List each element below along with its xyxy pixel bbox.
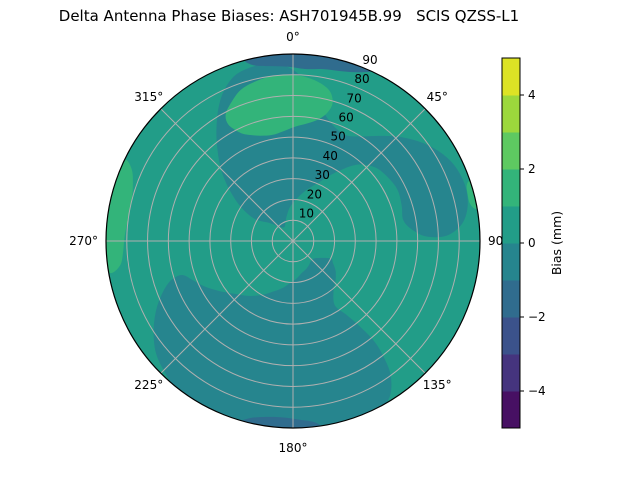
colorbar-band bbox=[502, 169, 520, 207]
angular-tick-label: 90 bbox=[488, 234, 503, 248]
angular-tick-label: 180° bbox=[279, 441, 308, 455]
radial-tick-label: 50 bbox=[331, 130, 346, 144]
polar-axes-border bbox=[105, 53, 481, 429]
colorbar-band bbox=[502, 280, 520, 318]
polar-grid-spoke bbox=[292, 240, 426, 374]
colorbar-tick-label: −2 bbox=[528, 310, 546, 324]
contour-region-west-rim-high bbox=[106, 158, 133, 274]
polar-grid-spoke bbox=[292, 108, 426, 242]
colorbar-tick-label: 4 bbox=[528, 88, 536, 102]
radial-tick-label: 60 bbox=[339, 111, 354, 125]
angular-tick-label: 0° bbox=[286, 30, 300, 44]
polar-grid-spoke bbox=[160, 108, 294, 242]
colorbar: −4 −2 0 2 4 Bias (mm) bbox=[501, 57, 564, 429]
angular-tick-label: 270° bbox=[69, 234, 98, 248]
angular-tick-label: 45° bbox=[427, 90, 448, 104]
colorbar-axis-label: Bias (mm) bbox=[549, 211, 564, 275]
angular-tick-label: 225° bbox=[134, 378, 163, 392]
radial-tick-label: 70 bbox=[346, 91, 361, 105]
radial-tick-label: 80 bbox=[354, 72, 369, 86]
angular-tick-labels: 0° 45° 90 135° 180° 225° 270° 315° bbox=[69, 30, 503, 455]
radial-tick-label: 40 bbox=[323, 149, 338, 163]
radial-tick-label: 30 bbox=[315, 168, 330, 182]
radial-tick-label: 90 bbox=[362, 53, 377, 67]
radial-tick-label: 20 bbox=[307, 187, 322, 201]
colorbar-tick-label: 2 bbox=[528, 162, 536, 176]
polar-grid-spoke bbox=[160, 240, 294, 374]
colorbar-band bbox=[502, 317, 520, 355]
colorbar-tick-label: −4 bbox=[528, 384, 546, 398]
contour-region-north-rim-low bbox=[243, 54, 382, 73]
colorbar-tick-label: 0 bbox=[528, 236, 536, 250]
colorbar-band bbox=[502, 95, 520, 133]
radial-tick-label: 10 bbox=[299, 206, 314, 220]
chart-title: Delta Antenna Phase Biases: ASH701945B.9… bbox=[58, 7, 520, 25]
angular-tick-label: 315° bbox=[134, 90, 163, 104]
colorbar-band bbox=[502, 391, 520, 429]
contour-region-south-rim-low bbox=[240, 416, 324, 428]
angular-tick-label: 135° bbox=[423, 378, 452, 392]
colorbar-band bbox=[502, 243, 520, 281]
colorbar-band bbox=[502, 132, 520, 170]
radial-tick-labels: 10 20 30 40 50 60 70 80 90 bbox=[299, 53, 378, 221]
contour-region-north-high-patch bbox=[225, 74, 333, 136]
colorbar-band bbox=[502, 354, 520, 392]
contour-region-south-depression bbox=[153, 257, 392, 428]
colorbar-band bbox=[502, 58, 520, 96]
colorbar-band bbox=[502, 206, 520, 244]
polar-grid bbox=[106, 54, 480, 428]
